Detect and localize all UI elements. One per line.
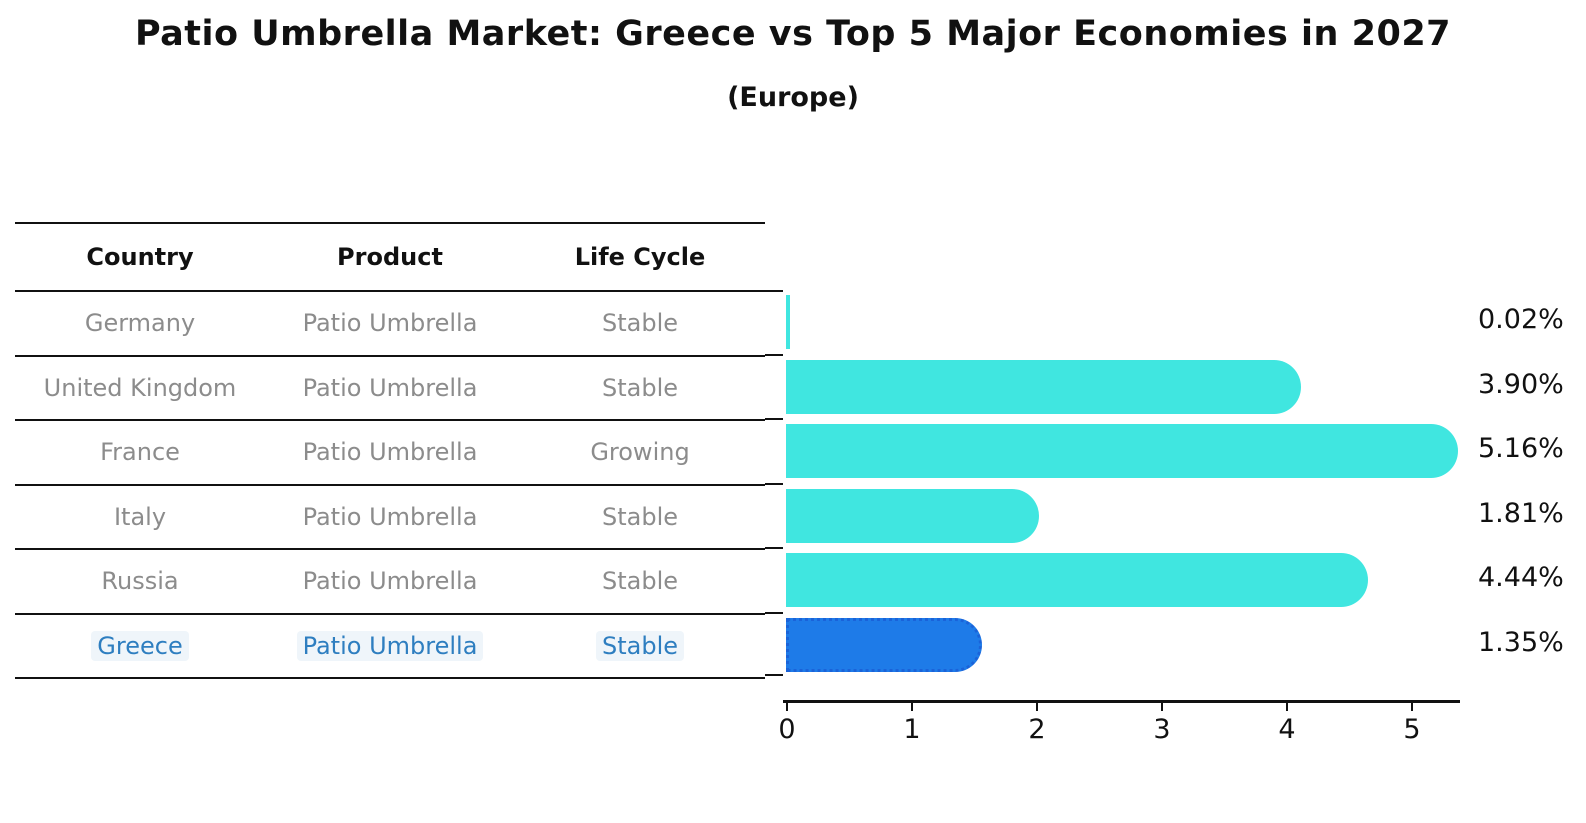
bar-united-kingdom: [786, 359, 1301, 414]
y-axis-tick: [765, 418, 783, 420]
x-axis-tick: [786, 700, 788, 711]
country-table: Country Product Life Cycle Germany Patio …: [15, 222, 765, 679]
y-axis-tick: [765, 611, 783, 614]
table-row-germany: Germany Patio Umbrella Stable: [15, 292, 765, 357]
x-axis-tick-label: 0: [778, 714, 796, 745]
life-cycle-value: Stable: [601, 567, 679, 596]
bar-germany: [786, 295, 790, 350]
value-label-greece: 1.35%: [1478, 626, 1564, 658]
product-cell: Patio Umbrella: [265, 374, 515, 402]
table-row-russia: Russia Patio Umbrella Stable: [15, 550, 765, 615]
chart-subtitle: (Europe): [727, 82, 859, 113]
country-value: Russia: [101, 567, 179, 596]
bar-row-france: [783, 419, 1460, 484]
product-cell: Patio Umbrella: [265, 503, 515, 531]
life-cycle-value: Stable: [601, 373, 679, 402]
x-axis-tick: [1036, 700, 1038, 711]
bar-russia: [786, 553, 1368, 608]
life-cycle-cell: Growing: [515, 438, 765, 466]
life-cycle-cell: Stable: [515, 503, 765, 531]
chart-title: Patio Umbrella Market: Greece vs Top 5 M…: [134, 14, 1452, 54]
x-axis-tick: [1161, 700, 1163, 711]
bar-row-italy: [783, 484, 1460, 549]
life-cycle-cell: Stable: [515, 567, 765, 595]
x-axis-tick-label: 1: [903, 714, 921, 745]
x-axis-tick-label: 4: [1278, 714, 1296, 745]
x-axis-tick: [911, 700, 913, 711]
country-cell: Italy: [15, 503, 265, 531]
x-axis-tick: [1411, 700, 1413, 711]
value-label-russia: 4.44%: [1478, 562, 1564, 594]
country-cell: United Kingdom: [15, 374, 265, 402]
life-cycle-cell: Stable: [515, 630, 765, 661]
product-value: Patio Umbrella: [296, 630, 484, 661]
bar-row-germany: [783, 290, 1460, 355]
table-body: Germany Patio Umbrella Stable United Kingdo…: [15, 292, 765, 679]
product-value: Patio Umbrella: [302, 438, 478, 467]
country-value: Germany: [84, 309, 196, 338]
life-cycle-value: Stable: [595, 630, 685, 661]
y-axis-tick: [765, 353, 783, 356]
y-axis-tick: [765, 674, 783, 676]
bar-greece: [786, 617, 982, 672]
header-country: Country: [86, 243, 194, 271]
y-axis-tick: [765, 547, 783, 549]
value-label-italy: 1.81%: [1478, 497, 1564, 529]
life-cycle-value: Growing: [590, 438, 690, 467]
product-value: Patio Umbrella: [302, 373, 478, 402]
x-axis-tick-label: 5: [1403, 714, 1421, 745]
country-cell: Greece: [15, 630, 265, 661]
product-cell: Patio Umbrella: [265, 630, 515, 661]
bar-france: [786, 424, 1458, 479]
bar-italy: [786, 488, 1040, 543]
product-value: Patio Umbrella: [302, 309, 478, 338]
x-axis-tick-label: 2: [1028, 714, 1046, 745]
product-cell: Patio Umbrella: [265, 567, 515, 595]
life-cycle-cell: Stable: [515, 374, 765, 402]
country-cell: Russia: [15, 567, 265, 595]
table-row-greece: Greece Patio Umbrella Stable: [15, 615, 765, 679]
country-value: Greece: [91, 630, 189, 661]
product-value: Patio Umbrella: [302, 502, 478, 531]
table-header-row: Country Product Life Cycle: [15, 224, 765, 292]
product-cell: Patio Umbrella: [265, 438, 515, 466]
value-label-france: 5.16%: [1478, 433, 1564, 465]
bar-row-russia: [783, 548, 1460, 613]
country-value: United Kingdom: [43, 373, 237, 402]
life-cycle-cell: Stable: [515, 309, 765, 337]
country-value: France: [100, 438, 180, 467]
life-cycle-value: Stable: [601, 309, 679, 338]
bar-row-united-kingdom: [783, 355, 1460, 420]
y-axis-tick: [765, 290, 783, 292]
y-axis-tick: [765, 482, 783, 485]
x-axis-tick-label: 3: [1153, 714, 1171, 745]
life-cycle-value: Stable: [601, 502, 679, 531]
value-label-germany: 0.02%: [1478, 304, 1564, 336]
product-value: Patio Umbrella: [302, 567, 478, 596]
value-label-united-kingdom: 3.90%: [1478, 368, 1564, 400]
table-row-italy: Italy Patio Umbrella Stable: [15, 486, 765, 550]
product-cell: Patio Umbrella: [265, 309, 515, 337]
bar-row-greece: [783, 613, 1460, 678]
table-row-france: France Patio Umbrella Growing: [15, 421, 765, 486]
country-cell: France: [15, 438, 265, 466]
header-life-cycle: Life Cycle: [574, 243, 706, 271]
table-row-united-kingdom: United Kingdom Patio Umbrella Stable: [15, 357, 765, 421]
x-axis-tick: [1286, 700, 1288, 711]
bar-chart-plot-area: 0 1 2 3 4 5: [765, 290, 1460, 745]
country-value: Italy: [113, 502, 167, 531]
country-cell: Germany: [15, 309, 265, 337]
header-product: Product: [337, 243, 443, 271]
